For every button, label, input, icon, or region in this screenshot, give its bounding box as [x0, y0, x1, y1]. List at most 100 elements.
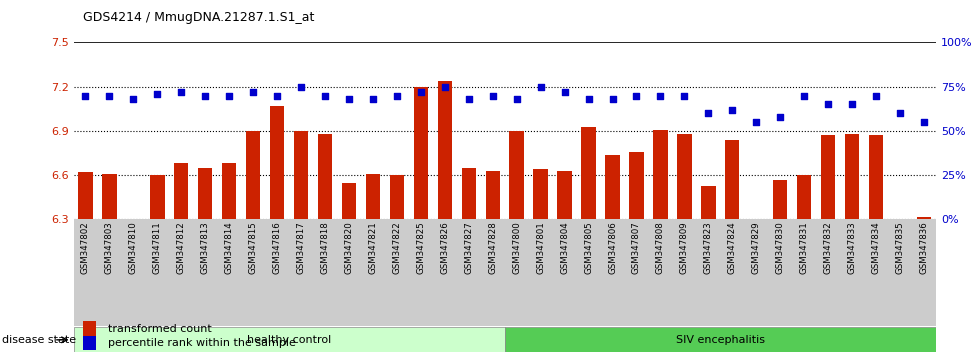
Bar [342, 183, 356, 219]
Text: GSM347812: GSM347812 [176, 222, 186, 274]
Text: GSM347828: GSM347828 [488, 222, 497, 274]
Bar [677, 134, 692, 219]
Bar [174, 164, 188, 219]
Point [581, 96, 597, 102]
Point [772, 114, 788, 120]
Point [653, 93, 668, 98]
Text: SIV encephalitis: SIV encephalitis [676, 335, 764, 345]
Point [413, 89, 428, 95]
Point [557, 89, 572, 95]
Point [701, 110, 716, 116]
Text: GSM347815: GSM347815 [249, 222, 258, 274]
Text: GSM347823: GSM347823 [704, 222, 712, 274]
Text: GSM347807: GSM347807 [632, 222, 641, 274]
Point [797, 93, 812, 98]
Text: GSM347806: GSM347806 [608, 222, 617, 274]
Point [341, 96, 357, 102]
Point [125, 96, 141, 102]
Bar [198, 168, 213, 219]
Point [173, 89, 189, 95]
Text: GSM347802: GSM347802 [81, 222, 90, 274]
Bar [150, 175, 165, 219]
Text: GSM347808: GSM347808 [656, 222, 664, 274]
Bar [390, 175, 404, 219]
Point [270, 93, 285, 98]
Text: GSM347809: GSM347809 [680, 222, 689, 274]
Bar [533, 169, 548, 219]
Point [197, 93, 213, 98]
Text: GSM347814: GSM347814 [224, 222, 233, 274]
Bar [845, 134, 859, 219]
Point [628, 93, 644, 98]
Bar [505, 327, 936, 352]
Text: GSM347832: GSM347832 [823, 222, 833, 274]
Bar [294, 131, 309, 219]
Text: GSM347833: GSM347833 [848, 222, 857, 274]
Point [150, 91, 166, 97]
Text: GSM347804: GSM347804 [561, 222, 569, 274]
Bar [916, 217, 931, 219]
Text: GSM347826: GSM347826 [440, 222, 449, 274]
Bar [318, 134, 332, 219]
Text: GSM347805: GSM347805 [584, 222, 593, 274]
Point [485, 93, 501, 98]
Text: percentile rank within the sample: percentile rank within the sample [108, 338, 296, 348]
Point [102, 93, 118, 98]
Text: GSM347831: GSM347831 [800, 222, 808, 274]
Text: GSM347813: GSM347813 [201, 222, 210, 274]
Bar [773, 179, 787, 219]
Text: GSM347822: GSM347822 [392, 222, 402, 274]
Text: GDS4214 / MmugDNA.21287.1.S1_at: GDS4214 / MmugDNA.21287.1.S1_at [83, 11, 315, 24]
Text: GSM347810: GSM347810 [129, 222, 138, 274]
Bar [629, 152, 644, 219]
Point [605, 96, 620, 102]
Point [366, 96, 381, 102]
Text: GSM347820: GSM347820 [345, 222, 354, 274]
Bar [485, 171, 500, 219]
Text: GSM347834: GSM347834 [871, 222, 880, 274]
Point [318, 93, 333, 98]
Bar [74, 327, 505, 352]
Point [293, 84, 309, 90]
Bar [462, 168, 476, 219]
Text: GSM347801: GSM347801 [536, 222, 545, 274]
Point [221, 93, 237, 98]
Text: GSM347818: GSM347818 [320, 222, 329, 274]
Bar [438, 81, 452, 219]
Point [77, 93, 93, 98]
Text: GSM347829: GSM347829 [752, 222, 760, 274]
Bar [246, 131, 261, 219]
Text: GSM347827: GSM347827 [465, 222, 473, 274]
Point [676, 93, 692, 98]
Text: disease state: disease state [2, 335, 76, 345]
Point [916, 119, 932, 125]
Bar [414, 87, 428, 219]
Text: transformed count: transformed count [108, 324, 212, 333]
Bar [222, 164, 236, 219]
Point [461, 96, 476, 102]
Bar [606, 155, 619, 219]
Bar [869, 135, 883, 219]
Point [533, 84, 549, 90]
Text: GSM347817: GSM347817 [297, 222, 306, 274]
Text: GSM347836: GSM347836 [919, 222, 928, 274]
Bar [821, 135, 835, 219]
Bar [102, 174, 117, 219]
Text: GSM347803: GSM347803 [105, 222, 114, 274]
Bar [581, 126, 596, 219]
Text: GSM347825: GSM347825 [416, 222, 425, 274]
Bar [654, 130, 667, 219]
Text: GSM347816: GSM347816 [272, 222, 281, 274]
Text: GSM347824: GSM347824 [728, 222, 737, 274]
Point [724, 107, 740, 113]
Point [245, 89, 261, 95]
Bar [558, 171, 571, 219]
Point [868, 93, 884, 98]
Point [892, 110, 907, 116]
Bar [797, 175, 811, 219]
Bar [366, 174, 380, 219]
Point [749, 119, 764, 125]
Text: GSM347800: GSM347800 [513, 222, 521, 274]
Point [389, 93, 405, 98]
Text: healthy control: healthy control [247, 335, 331, 345]
